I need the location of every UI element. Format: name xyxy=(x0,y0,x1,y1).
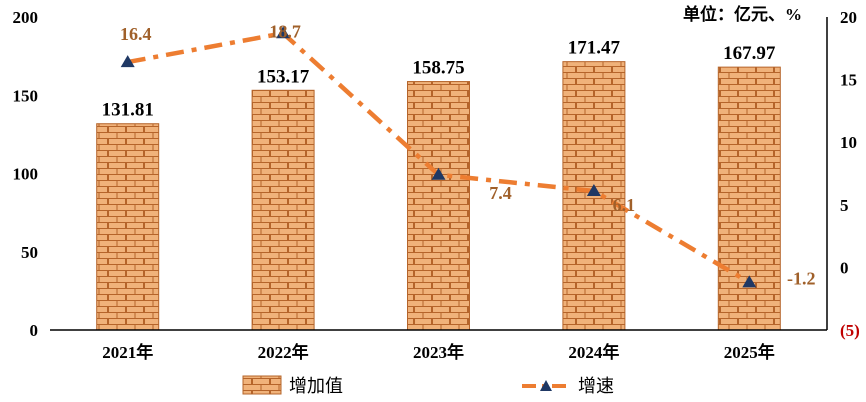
category-label: 2021年 xyxy=(102,342,153,362)
growth-marker xyxy=(742,275,757,288)
left-tick-label: 150 xyxy=(13,86,39,105)
legend-line-label: 增速 xyxy=(578,376,614,396)
left-tick-label: 100 xyxy=(13,165,39,184)
category-label: 2025年 xyxy=(724,342,775,362)
bar xyxy=(251,89,315,331)
left-tick-label: 50 xyxy=(21,243,38,262)
bar-value-label: 131.81 xyxy=(102,100,154,121)
growth-value-label: 7.4 xyxy=(489,183,512,203)
bar xyxy=(407,81,470,331)
growth-marker xyxy=(431,167,446,180)
growth-value-label: 16.4 xyxy=(120,24,152,44)
bar-value-label: 153.17 xyxy=(257,66,310,87)
bar-value-label: 167.97 xyxy=(723,43,776,64)
legend: 增加值 增速 xyxy=(242,375,614,396)
legend-line-marker xyxy=(540,380,552,391)
growth-marker xyxy=(276,26,291,39)
left-tick-label: 0 xyxy=(30,321,39,340)
right-tick-label: 10 xyxy=(840,133,857,152)
bar xyxy=(717,66,781,331)
right-tick-label: (5) xyxy=(840,321,860,340)
category-label: 2023年 xyxy=(413,342,464,362)
right-tick-label: 20 xyxy=(840,8,857,27)
growth-value-label: -1.2 xyxy=(787,268,816,288)
category-label: 2024年 xyxy=(568,342,619,362)
growth-value-label: 6.1 xyxy=(613,195,636,215)
legend-bar-swatch xyxy=(242,375,282,395)
right-tick-label: 0 xyxy=(840,258,849,277)
legend-bar-label: 增加值 xyxy=(289,376,343,396)
right-tick-label: 5 xyxy=(840,196,849,215)
category-label: 2022年 xyxy=(258,342,309,362)
bar-value-label: 158.75 xyxy=(412,58,464,79)
unit-label: 单位：亿元、% xyxy=(683,4,802,24)
growth-marker xyxy=(586,184,601,197)
left-tick-label: 200 xyxy=(13,8,39,27)
bar xyxy=(96,123,160,331)
right-tick-label: 15 xyxy=(840,71,857,90)
growth-value-label: 18.7 xyxy=(269,21,301,41)
growth-marker xyxy=(120,55,135,68)
bar-value-label: 171.47 xyxy=(568,38,621,59)
